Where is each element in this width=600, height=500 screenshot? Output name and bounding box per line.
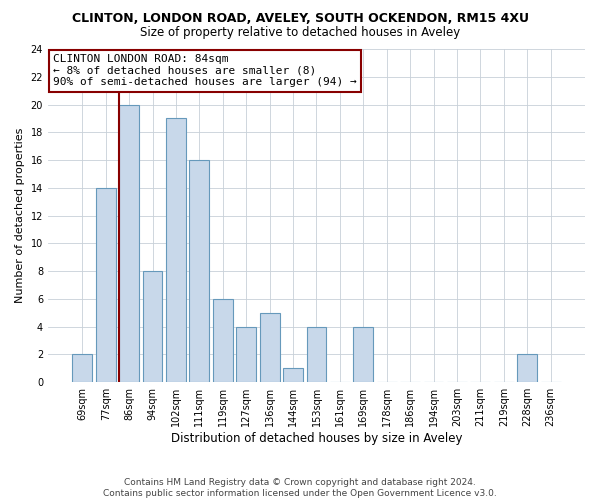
Bar <box>143 271 163 382</box>
Text: Size of property relative to detached houses in Aveley: Size of property relative to detached ho… <box>140 26 460 39</box>
Bar <box>166 118 186 382</box>
Bar <box>260 313 280 382</box>
Text: CLINTON, LONDON ROAD, AVELEY, SOUTH OCKENDON, RM15 4XU: CLINTON, LONDON ROAD, AVELEY, SOUTH OCKE… <box>71 12 529 26</box>
Bar <box>236 326 256 382</box>
Y-axis label: Number of detached properties: Number of detached properties <box>15 128 25 304</box>
Bar <box>353 326 373 382</box>
X-axis label: Distribution of detached houses by size in Aveley: Distribution of detached houses by size … <box>171 432 462 445</box>
Bar <box>283 368 303 382</box>
Text: Contains HM Land Registry data © Crown copyright and database right 2024.
Contai: Contains HM Land Registry data © Crown c… <box>103 478 497 498</box>
Bar <box>96 188 116 382</box>
Bar <box>517 354 537 382</box>
Bar <box>119 104 139 382</box>
Bar <box>190 160 209 382</box>
Bar <box>213 299 233 382</box>
Bar <box>73 354 92 382</box>
Bar <box>307 326 326 382</box>
Text: CLINTON LONDON ROAD: 84sqm
← 8% of detached houses are smaller (8)
90% of semi-d: CLINTON LONDON ROAD: 84sqm ← 8% of detac… <box>53 54 357 87</box>
